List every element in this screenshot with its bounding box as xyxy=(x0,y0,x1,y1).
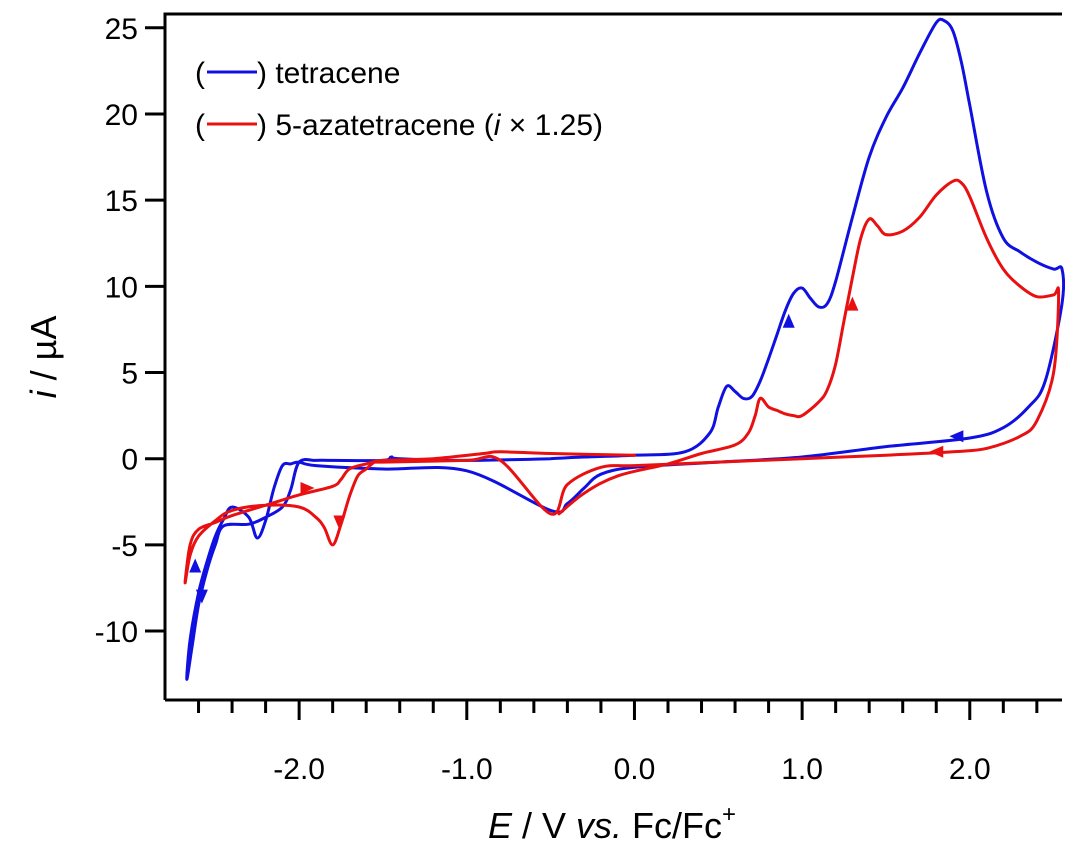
legend-label-azatetracene-pre: ) 5-azatetracene ( xyxy=(257,109,494,142)
x-axis-vs: vs. xyxy=(576,805,622,846)
x-axis-ref-sup: + xyxy=(722,801,736,828)
x-tick-label: 2.0 xyxy=(949,753,991,786)
legend-label-azatetracene: ) 5-azatetracene (i × 1.25) xyxy=(257,109,603,142)
series-line-0 xyxy=(185,17,1065,681)
x-axis-ref: Fc/Fc xyxy=(622,805,722,846)
series-0-arrow xyxy=(189,558,202,573)
series-1-arrow xyxy=(846,296,859,311)
legend-open-tetracene: ( xyxy=(195,57,205,90)
series-0-arrow xyxy=(949,430,964,443)
x-axis-title: E / V vs. Fc/Fc+ xyxy=(488,801,736,846)
x-tick-label: -1.0 xyxy=(441,753,493,786)
legend-open-azatetracene: ( xyxy=(195,109,205,142)
plot-frame xyxy=(163,12,1062,702)
y-tick-label: 20 xyxy=(105,99,138,132)
legend: ( ) tetracene ( ) 5-azatetracene (i × 1.… xyxy=(195,57,603,142)
legend-label-azatetracene-post: × 1.25) xyxy=(500,109,603,142)
y-axis-var: i xyxy=(23,389,64,398)
y-tick-label: 5 xyxy=(121,358,138,391)
x-axis-ticks: -2.0 -1.0 0.0 1.0 2.0 xyxy=(197,700,1039,786)
series-1-arrow xyxy=(333,515,346,530)
series-0-arrow xyxy=(782,313,795,328)
y-tick-label: 15 xyxy=(105,185,138,218)
y-axis-ticks: -10 -5 0 5 10 15 20 25 xyxy=(95,13,165,649)
y-tick-label: -10 xyxy=(95,616,138,649)
x-tick-label: 0.0 xyxy=(614,753,656,786)
series-line-1 xyxy=(183,178,1061,585)
series-1-arrow xyxy=(929,445,944,458)
y-tick-label: 25 xyxy=(105,13,138,46)
y-axis-unit: / µA xyxy=(23,316,64,391)
series-0-arrow xyxy=(195,589,208,604)
x-tick-label: 1.0 xyxy=(781,753,823,786)
legend-entry-azatetracene: ( ) 5-azatetracene (i × 1.25) xyxy=(195,109,603,142)
x-axis-unit: / V xyxy=(512,805,576,846)
axes-layer xyxy=(163,12,1062,702)
y-tick-label: 0 xyxy=(121,444,138,477)
y-axis-title: i / µA xyxy=(23,316,64,399)
x-axis-var: E xyxy=(488,805,513,846)
x-tick-label: -2.0 xyxy=(273,753,325,786)
legend-entry-tetracene: ( ) tetracene xyxy=(195,57,400,90)
series-layer xyxy=(183,17,1065,681)
y-tick-label: -5 xyxy=(111,530,138,563)
y-tick-label: 10 xyxy=(105,271,138,304)
legend-label-tetracene: ) tetracene xyxy=(257,57,400,90)
series-1-arrow xyxy=(300,481,315,494)
legend-label-azatetracene-i: i xyxy=(494,109,502,142)
